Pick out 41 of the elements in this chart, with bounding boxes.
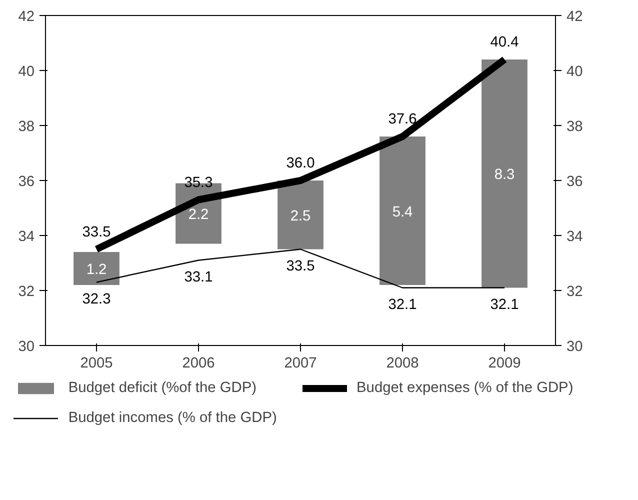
- y2-tick-label: 30: [566, 339, 583, 355]
- data-label: 33.5: [82, 224, 111, 240]
- y-tick-label: 34: [18, 229, 35, 245]
- legend-label: Budget incomes (% of the GDP): [68, 410, 277, 426]
- data-label: 8.3: [494, 167, 515, 184]
- y2-tick-label: 36: [566, 174, 583, 190]
- y-tick-label: 38: [18, 119, 35, 135]
- data-label: 40.4: [490, 34, 519, 50]
- x-tick-label: 2006: [182, 356, 215, 372]
- x-tick-label: 2008: [386, 356, 419, 372]
- data-label: 37.6: [388, 112, 417, 128]
- legend-label: Budget expenses (% of the GDP): [356, 380, 574, 396]
- y-tick-label: 30: [18, 339, 35, 355]
- y-tick-label: 40: [18, 64, 35, 80]
- data-label: 35.3: [184, 174, 213, 191]
- data-label: 36.0: [286, 156, 315, 172]
- x-tick-label: 2005: [80, 356, 113, 372]
- y-tick-label: 42: [18, 9, 35, 25]
- data-label: 2.2: [188, 207, 209, 223]
- y2-tick-label: 42: [566, 9, 583, 25]
- bar: [482, 60, 528, 288]
- data-label: 5.4: [392, 204, 413, 220]
- y2-tick-label: 38: [566, 119, 583, 135]
- x-tick-label: 2007: [284, 356, 317, 372]
- data-label: 1.2: [86, 262, 107, 278]
- legend-label: Budget deficit (%of the GDP): [68, 380, 257, 396]
- y2-tick-label: 34: [566, 229, 583, 245]
- y2-tick-label: 32: [566, 284, 583, 300]
- data-label: 33.5: [286, 258, 315, 274]
- data-label: 32.3: [82, 291, 111, 308]
- x-tick-label: 2009: [488, 356, 521, 372]
- bar: [278, 180, 324, 250]
- data-label: 2.5: [290, 208, 311, 224]
- data-label: 32.1: [388, 296, 417, 313]
- y-tick-label: 32: [18, 284, 35, 300]
- data-label: 33.1: [184, 269, 213, 286]
- y-tick-label: 36: [18, 174, 35, 190]
- bar: [380, 136, 426, 285]
- bar: [74, 252, 120, 285]
- data-label: 32.1: [490, 296, 519, 313]
- y2-tick-label: 40: [566, 64, 583, 80]
